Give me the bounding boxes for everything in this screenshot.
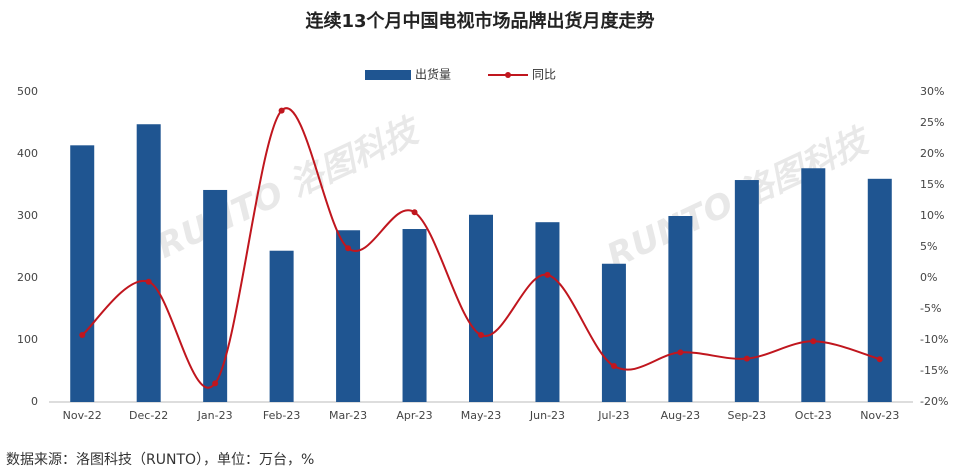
bar bbox=[336, 230, 361, 402]
legend-swatch bbox=[365, 70, 411, 80]
legend-label: 同比 bbox=[532, 68, 556, 82]
line-marker bbox=[79, 332, 86, 339]
legend-swatch bbox=[505, 72, 511, 78]
y2-tick-label: -10% bbox=[920, 333, 948, 346]
bar bbox=[469, 214, 493, 402]
y-tick-label: 300 bbox=[17, 209, 38, 222]
y-tick-label: 0 bbox=[31, 395, 38, 408]
line-marker bbox=[677, 349, 684, 356]
bar bbox=[402, 229, 427, 402]
line-marker bbox=[278, 107, 285, 114]
x-tick-label: Dec-22 bbox=[129, 409, 168, 422]
bar bbox=[801, 168, 826, 402]
x-tick-label: Jun-23 bbox=[529, 409, 565, 422]
x-tick-label: Nov-23 bbox=[860, 409, 899, 422]
bar bbox=[668, 216, 693, 402]
x-tick-label: Sep-23 bbox=[727, 409, 766, 422]
legend-label: 出货量 bbox=[415, 67, 451, 82]
x-tick-label: Apr-23 bbox=[396, 409, 432, 422]
x-tick-label: Aug-23 bbox=[661, 409, 700, 422]
y2-tick-label: 20% bbox=[920, 147, 944, 160]
x-tick-label: Oct-23 bbox=[795, 409, 832, 422]
line-marker bbox=[411, 209, 418, 216]
y2-tick-label: 15% bbox=[920, 178, 944, 191]
y2-tick-label: -20% bbox=[920, 395, 948, 408]
y-tick-label: 400 bbox=[17, 147, 38, 160]
chart-title: 连续13个月中国电视市场品牌出货月度走势 bbox=[305, 10, 654, 32]
bar bbox=[203, 189, 228, 402]
source-note: 数据来源：洛图科技（RUNTO），单位：万台，% bbox=[6, 452, 314, 468]
line-marker bbox=[345, 245, 352, 252]
y-tick-label: 500 bbox=[17, 85, 38, 98]
x-tick-label: Jan-23 bbox=[197, 409, 233, 422]
y2-tick-label: 30% bbox=[920, 85, 944, 98]
line-marker bbox=[610, 363, 617, 370]
line-marker bbox=[145, 278, 152, 285]
y-tick-label: 100 bbox=[17, 333, 38, 346]
x-tick-label: Nov-22 bbox=[63, 409, 102, 422]
y2-tick-label: 25% bbox=[920, 116, 944, 129]
line-marker bbox=[810, 338, 817, 345]
x-tick-label: Feb-23 bbox=[263, 409, 300, 422]
x-tick-label: Mar-23 bbox=[329, 409, 367, 422]
bar bbox=[601, 263, 626, 402]
x-tick-label: Jul-23 bbox=[597, 409, 629, 422]
watermark: RUNTO 洛图科技 bbox=[151, 109, 428, 267]
bar bbox=[535, 222, 560, 402]
y2-tick-label: -15% bbox=[920, 364, 948, 377]
y2-tick-label: 5% bbox=[920, 240, 937, 253]
line-marker bbox=[212, 380, 219, 387]
bar bbox=[734, 180, 759, 402]
x-tick-label: May-23 bbox=[461, 409, 502, 422]
line-marker bbox=[743, 355, 750, 362]
y-tick-label: 200 bbox=[17, 271, 38, 284]
bar bbox=[269, 250, 294, 402]
y2-tick-label: -5% bbox=[920, 302, 941, 315]
y2-tick-label: 10% bbox=[920, 209, 944, 222]
line-marker bbox=[478, 332, 484, 339]
bar bbox=[867, 178, 892, 402]
line-marker bbox=[876, 356, 883, 363]
y2-tick-label: 0% bbox=[920, 271, 937, 284]
line-marker bbox=[544, 271, 551, 278]
bar bbox=[70, 145, 95, 402]
bar bbox=[136, 124, 161, 403]
